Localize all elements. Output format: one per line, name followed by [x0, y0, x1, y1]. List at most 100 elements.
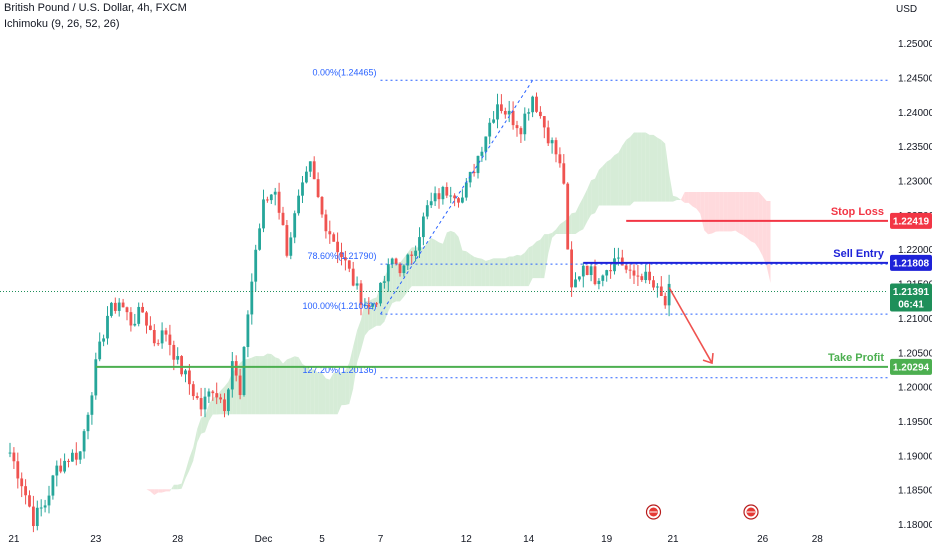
candle-body	[617, 257, 620, 259]
candle-up	[94, 352, 98, 400]
cloud-segment	[111, 452, 116, 457]
candle-body	[207, 391, 211, 397]
candle-body	[106, 315, 109, 339]
indicator-label[interactable]: Ichimoku (9, 26, 52, 26)	[4, 18, 120, 30]
candle-body	[492, 119, 495, 123]
cloud-segment	[427, 237, 432, 287]
candle-body	[211, 391, 215, 394]
candle-body	[121, 302, 125, 308]
candle-body	[398, 263, 402, 274]
candle-body	[164, 330, 168, 335]
y-tick-label: 1.21000	[898, 314, 932, 325]
cloud-segment	[505, 256, 510, 287]
candle-body	[550, 140, 554, 144]
candle-body	[636, 275, 640, 277]
candle-up	[531, 95, 534, 118]
cloud-segment	[431, 237, 436, 287]
candle-body	[656, 286, 659, 288]
candle-body	[562, 163, 566, 184]
candle-body	[336, 241, 339, 253]
candle-down	[570, 241, 573, 297]
candle-up	[250, 273, 254, 325]
cloud-segment	[653, 134, 658, 202]
cloud-segment	[536, 239, 541, 279]
candle-up	[507, 100, 511, 123]
cloud-segment	[474, 256, 478, 287]
candle-down	[168, 324, 172, 356]
candle-up	[246, 310, 250, 358]
candle-up	[293, 210, 297, 244]
cloud-segment	[462, 250, 467, 287]
cloud-segment	[509, 256, 514, 287]
candle-down	[562, 154, 566, 185]
cloud-segment	[700, 192, 705, 231]
cloud-segment	[208, 397, 213, 421]
candle-down	[437, 188, 441, 209]
candle-down	[535, 92, 538, 113]
cloud-segment	[115, 456, 120, 466]
candle-body	[293, 213, 297, 238]
candle-up	[383, 275, 386, 289]
candle-up	[402, 264, 406, 277]
candle-down	[640, 273, 644, 282]
cloud-segment	[146, 489, 151, 492]
candle-up	[488, 118, 492, 145]
candle-up	[468, 171, 472, 188]
candle-up	[207, 388, 211, 404]
currency-label: USD	[896, 4, 918, 15]
candle-body	[429, 201, 433, 206]
candle-body	[507, 110, 511, 115]
candle-body	[402, 265, 406, 274]
cloud-segment	[341, 370, 346, 406]
candle-down	[20, 472, 24, 498]
cloud-segment	[423, 242, 428, 287]
cloud-segment	[661, 139, 666, 202]
candle-body	[648, 271, 651, 281]
cloud-segment	[279, 358, 283, 415]
cloud-segment	[669, 173, 673, 202]
candle-up	[98, 332, 102, 362]
symbol-title[interactable]: British Pound / U.S. Dollar, 4h, FXCM	[4, 2, 187, 14]
candle-down	[223, 393, 226, 418]
candle-down	[375, 302, 378, 308]
cloud-segment	[127, 473, 131, 480]
cloud-segment	[622, 139, 627, 206]
candle-up	[449, 186, 453, 204]
candle-up	[262, 189, 265, 233]
candles	[8, 92, 671, 533]
cloud-segment	[446, 230, 451, 287]
candle-down	[500, 94, 503, 114]
candle-body	[347, 260, 351, 269]
candle-body	[145, 312, 148, 326]
x-tick-label: 19	[601, 534, 613, 545]
candle-down	[266, 196, 269, 203]
candle-body	[457, 198, 460, 203]
candle-body	[230, 361, 234, 390]
candle-down	[152, 324, 156, 347]
y-tick-label: 1.25000	[898, 39, 932, 50]
candle-body	[301, 182, 304, 196]
cloud-segment	[267, 353, 272, 415]
candle-up	[656, 283, 659, 298]
candle-down	[172, 340, 176, 371]
cloud-segment	[166, 489, 170, 492]
candle-body	[410, 254, 414, 256]
cloud-segment	[435, 239, 439, 287]
us-flag-event-icon	[645, 504, 662, 520]
candle-body	[605, 270, 609, 276]
live-price-text: 1.21391	[893, 287, 930, 298]
candle-body	[152, 330, 156, 344]
x-tick-label: Dec	[255, 534, 273, 545]
candle-body	[359, 283, 363, 305]
cloud-segment	[513, 254, 517, 287]
candle-down	[367, 297, 371, 315]
candle-down	[67, 458, 70, 468]
candle-body	[375, 303, 378, 305]
candle-down	[554, 137, 558, 163]
cloud-segment	[442, 232, 447, 287]
candle-body	[250, 281, 254, 315]
cloud-segment	[169, 484, 174, 492]
cloud-segment	[766, 201, 771, 283]
